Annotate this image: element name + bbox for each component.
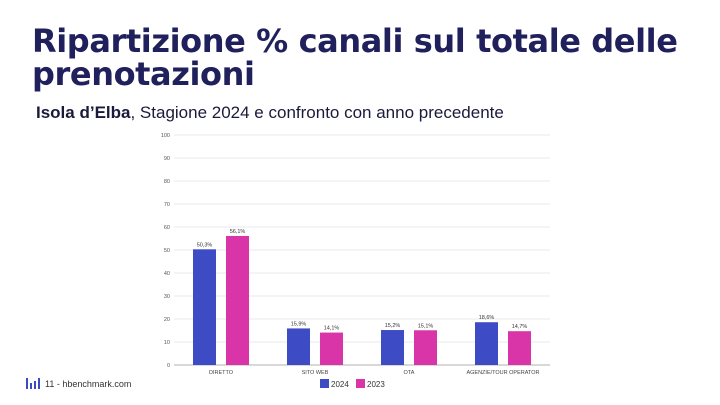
- legend-swatch-2023: [356, 379, 365, 388]
- data-label: 15,2%: [385, 323, 401, 329]
- y-tick-label: 20: [164, 317, 170, 323]
- bar-2024: [193, 249, 216, 365]
- page-subtitle: Isola d’Elba, Stagione 2024 e confronto …: [36, 103, 504, 123]
- x-tick-label: AGENZIE/TOUR OPERATOR: [466, 370, 539, 376]
- bar-2024: [287, 328, 310, 365]
- bar-2023: [414, 330, 437, 365]
- data-label: 50,3%: [197, 242, 213, 248]
- bar-2024: [381, 330, 404, 365]
- data-label: 14,7%: [512, 324, 528, 330]
- data-label: 14,1%: [324, 326, 340, 332]
- y-tick-label: 90: [164, 156, 170, 162]
- x-tick-label: OTA: [404, 370, 415, 376]
- y-tick-label: 40: [164, 271, 170, 277]
- page-title: Ripartizione % canali sul totale delle p…: [32, 22, 678, 93]
- y-tick-label: 100: [161, 133, 170, 139]
- bar-2024: [475, 322, 498, 365]
- y-tick-label: 0: [167, 363, 170, 369]
- footer: 11 - hbenchmark.com: [26, 378, 131, 389]
- x-tick-label: SITO WEB: [302, 370, 329, 376]
- y-tick-label: 70: [164, 202, 170, 208]
- bar-2023: [508, 331, 531, 365]
- data-label: 56,1%: [230, 229, 246, 235]
- bar-2023: [320, 332, 343, 365]
- data-label: 15,9%: [291, 321, 307, 327]
- y-tick-label: 60: [164, 225, 170, 231]
- x-tick-label: DIRETTO: [209, 370, 234, 376]
- subtitle-description: , Stagione 2024 e confronto con anno pre…: [130, 103, 504, 122]
- bars-logo-icon: [26, 378, 40, 389]
- bar-chart: 0 10 20 30 40 50 60 70 80 90 100 50,3% 56,1% DIRETTO 1…: [161, 133, 550, 389]
- y-tick-label: 50: [164, 248, 170, 254]
- data-label: 18,6%: [479, 315, 495, 321]
- y-tick-label: 30: [164, 294, 170, 300]
- legend-label: 2024: [331, 380, 349, 389]
- data-label: 15,1%: [418, 323, 434, 329]
- subtitle-location: Isola d’Elba: [36, 103, 131, 122]
- legend-swatch-2024: [320, 379, 329, 388]
- legend-label: 2023: [367, 380, 385, 389]
- y-tick-label: 10: [164, 340, 170, 346]
- bar-2023: [226, 235, 249, 365]
- y-tick-label: 80: [164, 179, 170, 185]
- footer-page-label: 11 - hbenchmark.com: [45, 378, 132, 389]
